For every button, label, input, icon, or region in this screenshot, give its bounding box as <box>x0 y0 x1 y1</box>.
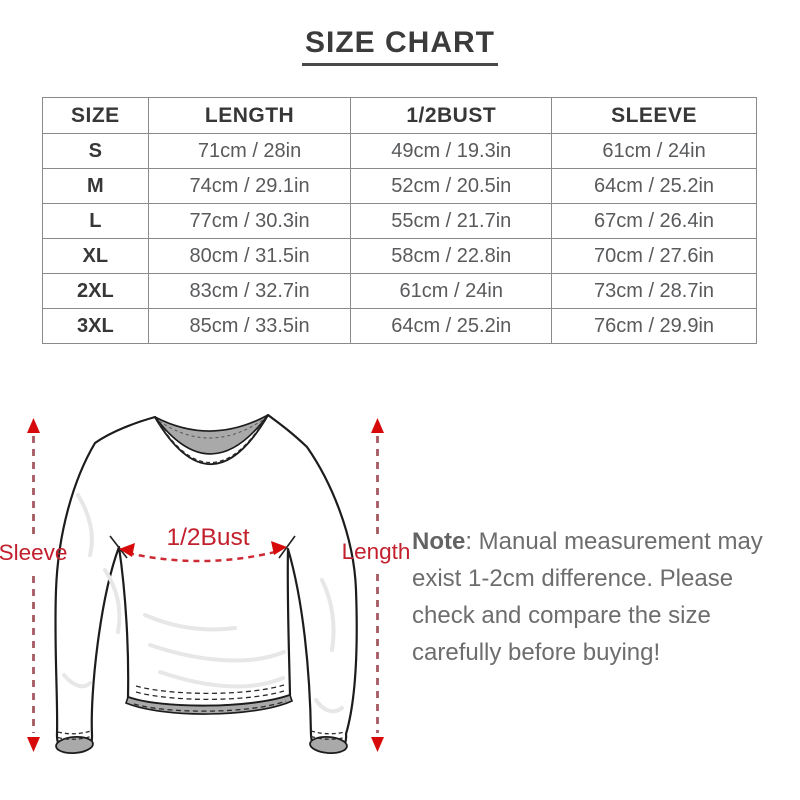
length-cell: 83cm / 32.7in <box>147 273 352 309</box>
sleeve-cell: 61cm / 24in <box>551 133 757 169</box>
length-measure-arrow <box>371 418 384 752</box>
length-cell: 74cm / 29.1in <box>147 168 352 204</box>
length-label: Length <box>342 539 411 564</box>
bust-cell: 49cm / 19.3in <box>350 133 553 169</box>
note-text: Note: Manual measurement may exist 1-2cm… <box>412 523 764 671</box>
bust-cell: 55cm / 21.7in <box>350 203 553 239</box>
right-cuff <box>309 736 348 754</box>
sleeve-cell: 76cm / 29.9in <box>551 308 757 344</box>
size-cell: M <box>42 168 149 204</box>
arrow-up-icon <box>27 418 40 433</box>
table-row: S 71cm / 28in 49cm / 19.3in 61cm / 24in <box>42 133 757 169</box>
arrow-up-icon <box>371 418 384 433</box>
shirt-measurement-diagram: Sleeve Length 1/2Bust <box>0 413 411 754</box>
sleeve-cell: 73cm / 28.7in <box>551 273 757 309</box>
length-cell: 80cm / 31.5in <box>147 238 352 274</box>
note-label: Note <box>412 528 466 555</box>
sleeve-cell: 64cm / 25.2in <box>551 168 757 204</box>
size-cell: XL <box>42 238 149 274</box>
size-cell: L <box>42 203 149 239</box>
title-wrap: SIZE CHART <box>0 26 800 66</box>
col-header-size: SIZE <box>42 97 149 134</box>
length-cell: 85cm / 33.5in <box>147 308 352 344</box>
table-row: L 77cm / 30.3in 55cm / 21.7in 67cm / 26.… <box>42 203 757 239</box>
cuff-stitching <box>57 730 346 740</box>
arrow-down-icon <box>27 737 40 752</box>
col-header-sleeve: SLEEVE <box>551 97 757 134</box>
hem-stitching <box>133 684 287 712</box>
bust-label: 1/2Bust <box>166 524 249 551</box>
collar-top-stitching <box>158 418 265 439</box>
bust-cell: 58cm / 22.8in <box>350 238 553 274</box>
arrow-right-icon <box>271 541 287 555</box>
bust-cell: 64cm / 25.2in <box>350 308 553 344</box>
sleeve-cell: 67cm / 26.4in <box>551 203 757 239</box>
size-table: SIZE LENGTH 1/2BUST SLEEVE S 71cm / 28in… <box>42 97 757 344</box>
length-cell: 71cm / 28in <box>147 133 352 169</box>
table-header-row: SIZE LENGTH 1/2BUST SLEEVE <box>42 97 757 134</box>
size-cell: 3XL <box>42 308 149 344</box>
length-cell: 77cm / 30.3in <box>147 203 352 239</box>
table-row: M 74cm / 29.1in 52cm / 20.5in 64cm / 25.… <box>42 168 757 204</box>
armpit-seam-left <box>109 535 128 559</box>
sleeve-cell: 70cm / 27.6in <box>551 238 757 274</box>
col-header-length: LENGTH <box>147 97 352 134</box>
table-row: 3XL 85cm / 33.5in 64cm / 25.2in 76cm / 2… <box>42 308 757 344</box>
shirt-outline <box>54 413 358 754</box>
arrow-left-icon <box>119 543 135 557</box>
bust-cell: 61cm / 24in <box>350 273 553 309</box>
size-cell: S <box>42 133 149 169</box>
size-cell: 2XL <box>42 273 149 309</box>
wrinkle-lines <box>62 493 344 714</box>
left-cuff <box>55 736 94 754</box>
bust-cell: 52cm / 20.5in <box>350 168 553 204</box>
table-row: 2XL 83cm / 32.7in 61cm / 24in 73cm / 28.… <box>42 273 757 309</box>
note-body: : Manual measurement may exist 1-2cm dif… <box>412 528 763 666</box>
sleeve-measure-arrow <box>27 418 40 752</box>
sleeve-label: Sleeve <box>0 540 67 565</box>
col-header-bust: 1/2BUST <box>350 97 553 134</box>
bust-measure-arrow <box>119 541 287 563</box>
arrow-down-icon <box>371 737 384 752</box>
page-title: SIZE CHART <box>302 26 498 66</box>
table-row: XL 80cm / 31.5in 58cm / 22.8in 70cm / 27… <box>42 238 757 274</box>
